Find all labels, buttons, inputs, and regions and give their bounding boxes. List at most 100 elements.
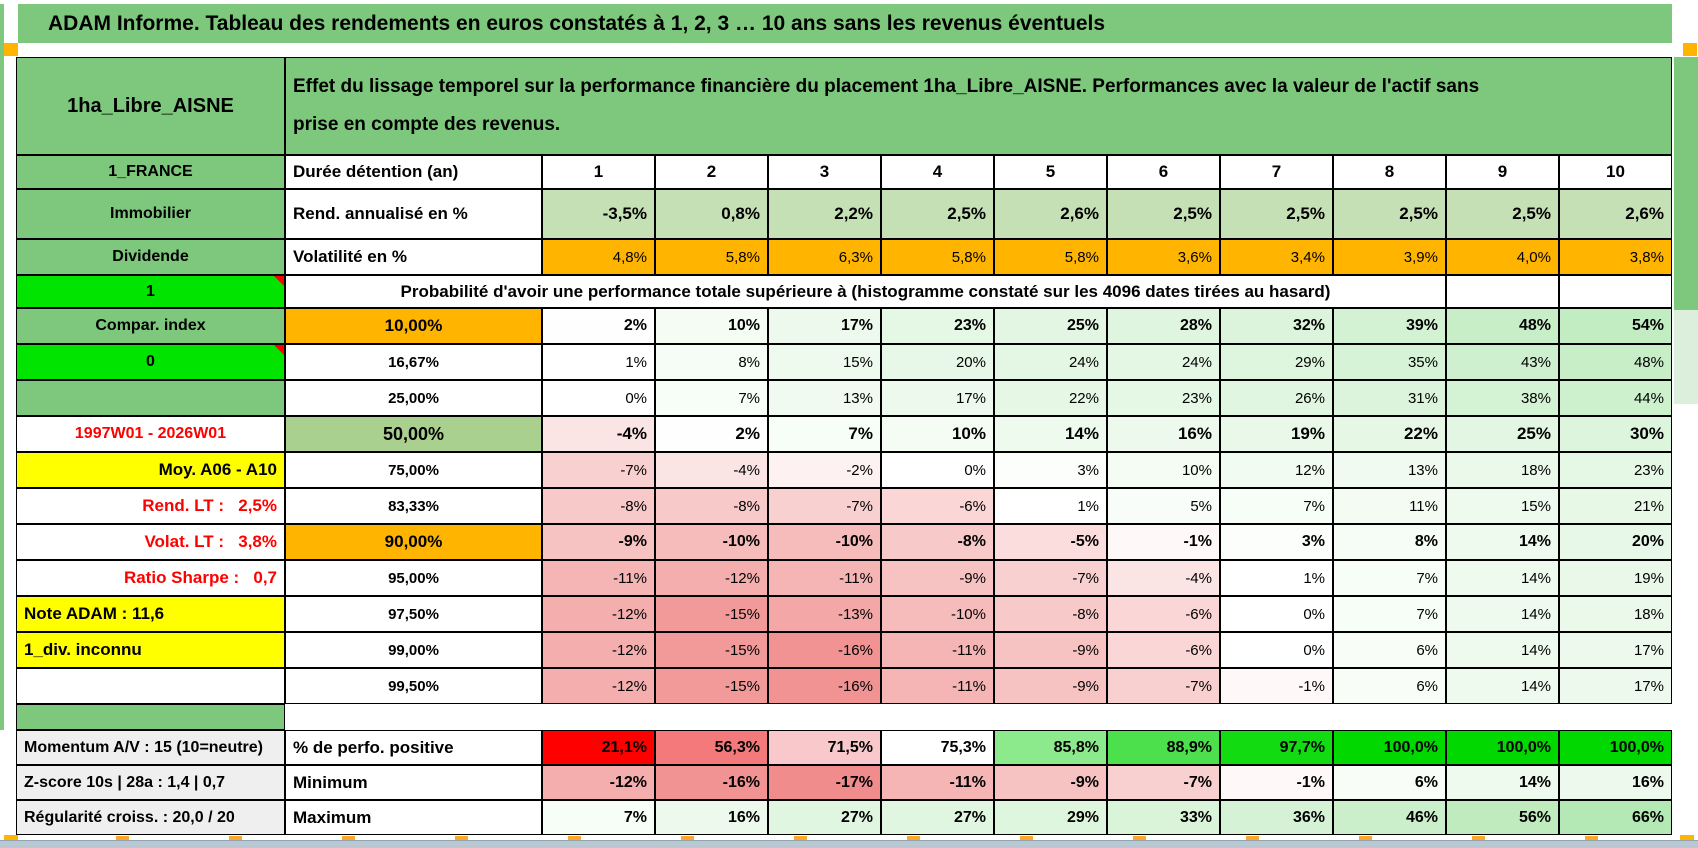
value-cell[interactable]: -2%: [768, 452, 881, 488]
value-cell[interactable]: -9%: [994, 765, 1107, 800]
value-cell[interactable]: -7%: [994, 560, 1107, 596]
value-cell[interactable]: -8%: [881, 524, 994, 560]
value-cell[interactable]: 39%: [1333, 308, 1446, 344]
value-cell[interactable]: 0%: [542, 380, 655, 416]
value-cell[interactable]: -10%: [768, 524, 881, 560]
value-cell[interactable]: 0,8%: [655, 189, 768, 239]
value-cell[interactable]: 44%: [1559, 380, 1672, 416]
value-cell[interactable]: 6%: [1333, 632, 1446, 668]
value-cell[interactable]: 54%: [1559, 308, 1672, 344]
row-label-cell[interactable]: [16, 668, 285, 704]
column-header-cell[interactable]: 7: [1220, 155, 1333, 189]
value-cell[interactable]: 19%: [1220, 416, 1333, 452]
value-cell[interactable]: 16%: [1559, 765, 1672, 800]
value-cell[interactable]: 33%: [1107, 800, 1220, 835]
value-cell[interactable]: 0%: [881, 452, 994, 488]
value-cell[interactable]: 48%: [1446, 308, 1559, 344]
row-label-cell[interactable]: Momentum A/V : 15 (10=neutre): [16, 730, 285, 765]
value-cell[interactable]: 13%: [768, 380, 881, 416]
spacer-cell[interactable]: [16, 704, 285, 730]
value-cell[interactable]: 13%: [1333, 452, 1446, 488]
value-cell[interactable]: 17%: [1559, 632, 1672, 668]
threshold-cell[interactable]: 95,00%: [285, 560, 542, 596]
value-cell[interactable]: -8%: [542, 488, 655, 524]
threshold-cell[interactable]: 97,50%: [285, 596, 542, 632]
asset-name-cell[interactable]: 1ha_Libre_AISNE: [16, 57, 285, 155]
value-cell[interactable]: 36%: [1220, 800, 1333, 835]
value-cell[interactable]: -9%: [542, 524, 655, 560]
value-cell[interactable]: 12%: [1220, 452, 1333, 488]
value-cell[interactable]: -3,5%: [542, 189, 655, 239]
row-label-cell[interactable]: Compar. index: [16, 308, 285, 344]
column-header-cell[interactable]: 1: [542, 155, 655, 189]
value-cell[interactable]: -12%: [542, 765, 655, 800]
value-cell[interactable]: 20%: [881, 344, 994, 380]
row-label-cell[interactable]: Dividende: [16, 239, 285, 275]
value-cell[interactable]: 4,8%: [542, 239, 655, 275]
value-cell[interactable]: 8%: [655, 344, 768, 380]
value-cell[interactable]: -1%: [1220, 668, 1333, 704]
value-cell[interactable]: 21%: [1559, 488, 1672, 524]
value-cell[interactable]: -4%: [542, 416, 655, 452]
value-cell[interactable]: 3%: [1220, 524, 1333, 560]
value-cell[interactable]: 3,4%: [1220, 239, 1333, 275]
value-cell[interactable]: 3,6%: [1107, 239, 1220, 275]
value-cell[interactable]: 25%: [1446, 416, 1559, 452]
value-cell[interactable]: 19%: [1559, 560, 1672, 596]
threshold-cell[interactable]: Minimum: [285, 765, 542, 800]
value-cell[interactable]: -15%: [655, 668, 768, 704]
value-cell[interactable]: -7%: [768, 488, 881, 524]
value-cell[interactable]: -12%: [655, 560, 768, 596]
value-cell[interactable]: 32%: [1220, 308, 1333, 344]
value-cell[interactable]: -11%: [881, 765, 994, 800]
value-cell[interactable]: -9%: [994, 668, 1107, 704]
value-cell[interactable]: -9%: [994, 632, 1107, 668]
value-cell[interactable]: 6,3%: [768, 239, 881, 275]
threshold-cell[interactable]: 10,00%: [285, 308, 542, 344]
column-header-cell[interactable]: 3: [768, 155, 881, 189]
value-cell[interactable]: -12%: [542, 596, 655, 632]
value-cell[interactable]: 14%: [1446, 632, 1559, 668]
threshold-cell[interactable]: Maximum: [285, 800, 542, 835]
column-header-cell[interactable]: 4: [881, 155, 994, 189]
value-cell[interactable]: 38%: [1446, 380, 1559, 416]
value-cell[interactable]: -4%: [655, 452, 768, 488]
column-header-cell[interactable]: 10: [1559, 155, 1672, 189]
value-cell[interactable]: 56,3%: [655, 730, 768, 765]
empty-cell[interactable]: [1446, 275, 1559, 308]
value-cell[interactable]: 5%: [1107, 488, 1220, 524]
value-cell[interactable]: 2,5%: [881, 189, 994, 239]
value-cell[interactable]: 17%: [881, 380, 994, 416]
value-cell[interactable]: 14%: [1446, 765, 1559, 800]
value-cell[interactable]: 27%: [768, 800, 881, 835]
row-label-cell[interactable]: Régularité croiss. : 20,0 / 20: [16, 800, 285, 835]
value-cell[interactable]: 18%: [1446, 452, 1559, 488]
value-cell[interactable]: 0%: [1220, 596, 1333, 632]
value-cell[interactable]: -6%: [881, 488, 994, 524]
value-cell[interactable]: 2,6%: [994, 189, 1107, 239]
value-cell[interactable]: 4,0%: [1446, 239, 1559, 275]
value-cell[interactable]: -6%: [1107, 632, 1220, 668]
value-cell[interactable]: -16%: [655, 765, 768, 800]
value-cell[interactable]: 100,0%: [1446, 730, 1559, 765]
value-cell[interactable]: 25%: [994, 308, 1107, 344]
threshold-cell[interactable]: Volatilité en %: [285, 239, 542, 275]
threshold-cell[interactable]: 90,00%: [285, 524, 542, 560]
value-cell[interactable]: 2,5%: [1107, 189, 1220, 239]
value-cell[interactable]: 66%: [1559, 800, 1672, 835]
value-cell[interactable]: 3,8%: [1559, 239, 1672, 275]
value-cell[interactable]: -13%: [768, 596, 881, 632]
value-cell[interactable]: -11%: [542, 560, 655, 596]
empty-cell[interactable]: [1559, 275, 1672, 308]
value-cell[interactable]: -11%: [881, 632, 994, 668]
value-cell[interactable]: -8%: [994, 596, 1107, 632]
value-cell[interactable]: 29%: [1220, 344, 1333, 380]
value-cell[interactable]: -5%: [994, 524, 1107, 560]
value-cell[interactable]: 14%: [994, 416, 1107, 452]
probability-header-cell[interactable]: Probabilité d'avoir une performance tota…: [285, 275, 1446, 308]
value-cell[interactable]: 14%: [1446, 596, 1559, 632]
value-cell[interactable]: 31%: [1333, 380, 1446, 416]
row-label-cell[interactable]: Volat. LT : 3,8%: [16, 524, 285, 560]
value-cell[interactable]: 71,5%: [768, 730, 881, 765]
value-cell[interactable]: 7%: [1220, 488, 1333, 524]
